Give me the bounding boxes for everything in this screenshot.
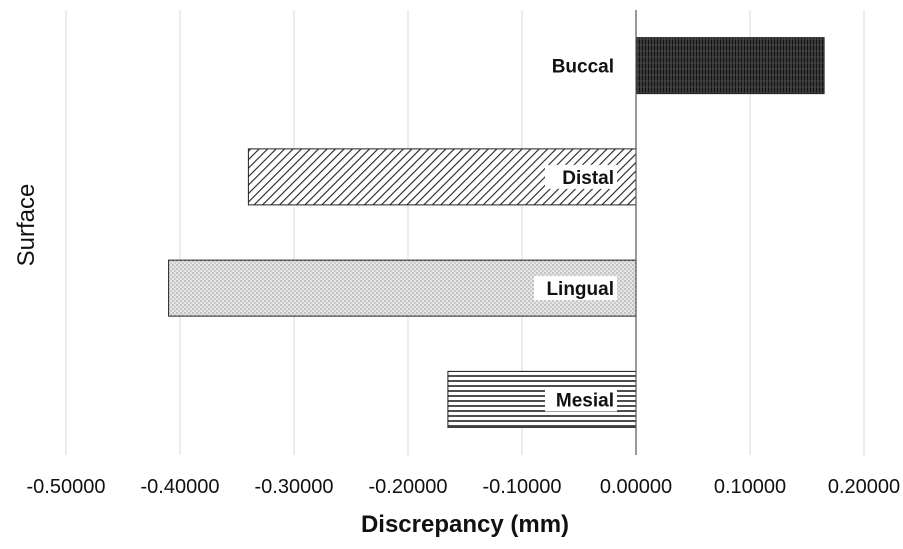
x-tick-label-4: -0.10000	[483, 476, 562, 498]
x-tick-label-1: -0.40000	[141, 476, 220, 498]
x-tick-label-7: 0.20000	[828, 476, 900, 498]
x-tick-label-3: -0.20000	[369, 476, 448, 498]
category-label-lingual: Lingual	[546, 279, 614, 300]
x-axis-title: Discrepancy (mm)	[361, 511, 569, 538]
bars	[168, 37, 825, 428]
bar-buccal	[635, 37, 825, 95]
x-tick-label-5: 0.00000	[600, 476, 672, 498]
category-label-bg-mesial	[545, 387, 617, 412]
x-tick-labels: -0.50000 -0.40000 -0.30000 -0.20000 -0.10000…	[27, 476, 901, 498]
category-label-distal: Distal	[562, 168, 614, 189]
category-label-buccal: Buccal	[552, 57, 614, 78]
category-label-bg-distal	[545, 164, 617, 189]
x-tick-label-6: 0.10000	[714, 476, 786, 498]
y-axis-title: Surface	[13, 184, 40, 267]
category-label-bg-lingual	[534, 276, 617, 301]
x-tick-label-0: -0.50000	[27, 476, 106, 498]
x-tick-label-2: -0.30000	[255, 476, 334, 498]
category-label-mesial: Mesial	[556, 390, 614, 411]
category-labels: Buccal Distal Lingual Mesial	[534, 57, 617, 412]
